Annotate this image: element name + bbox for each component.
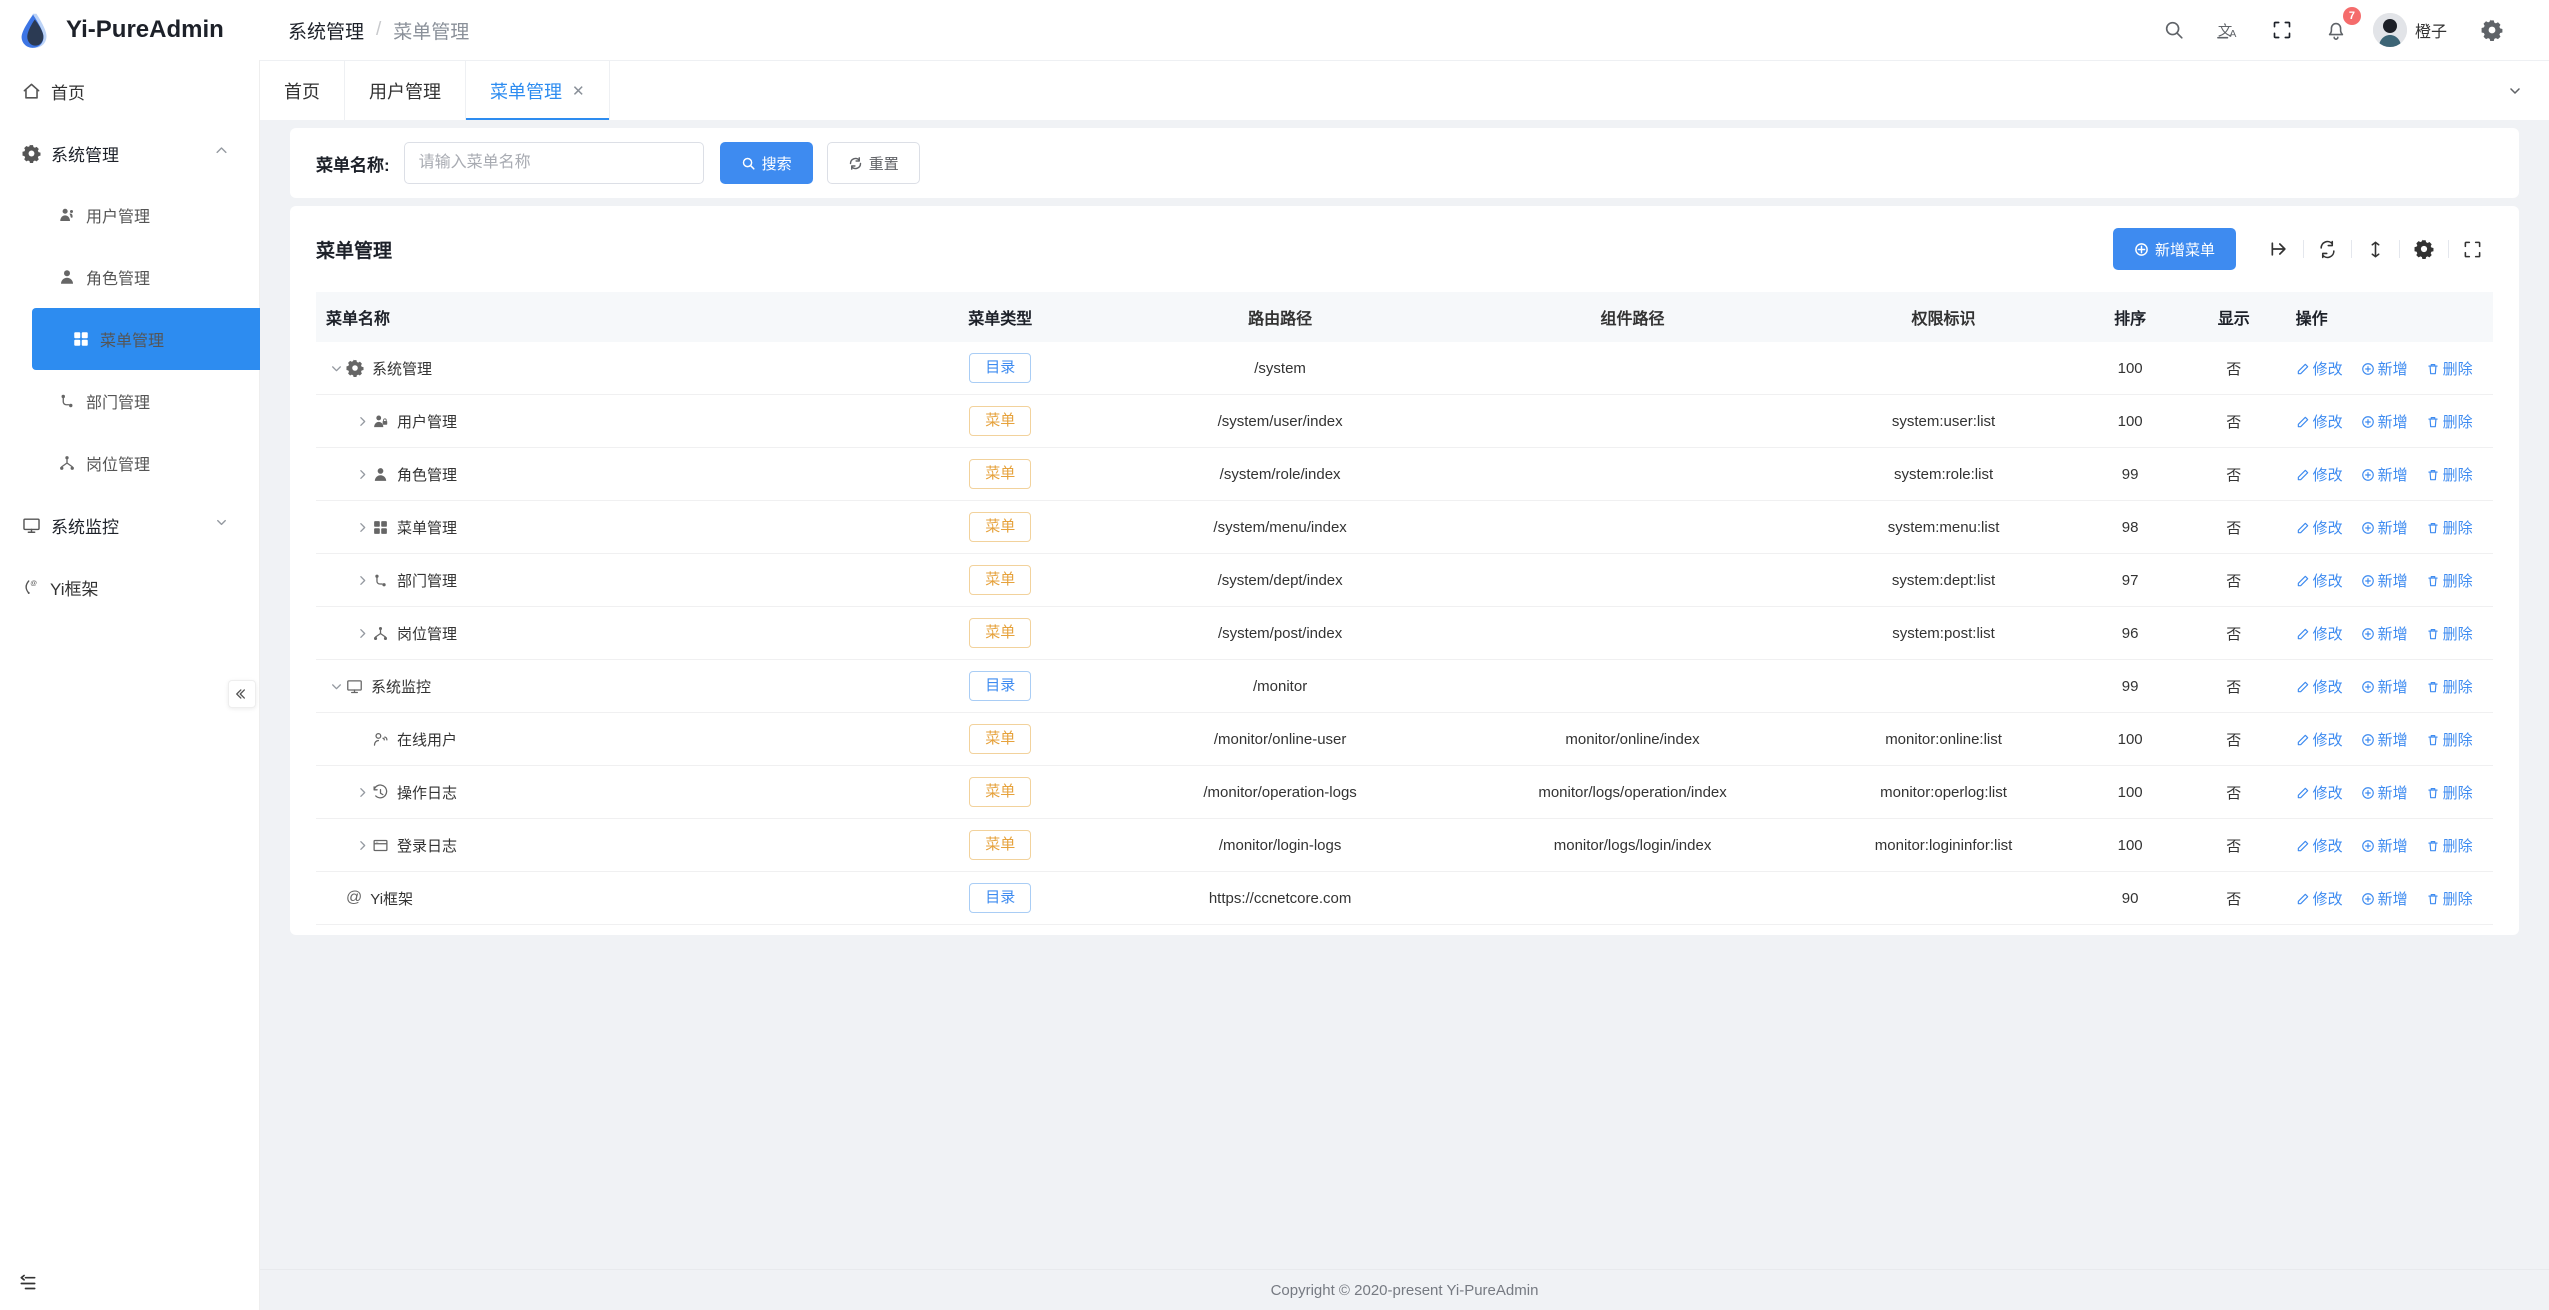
svg-text:A: A xyxy=(2230,28,2237,40)
svg-text:@: @ xyxy=(30,580,37,587)
